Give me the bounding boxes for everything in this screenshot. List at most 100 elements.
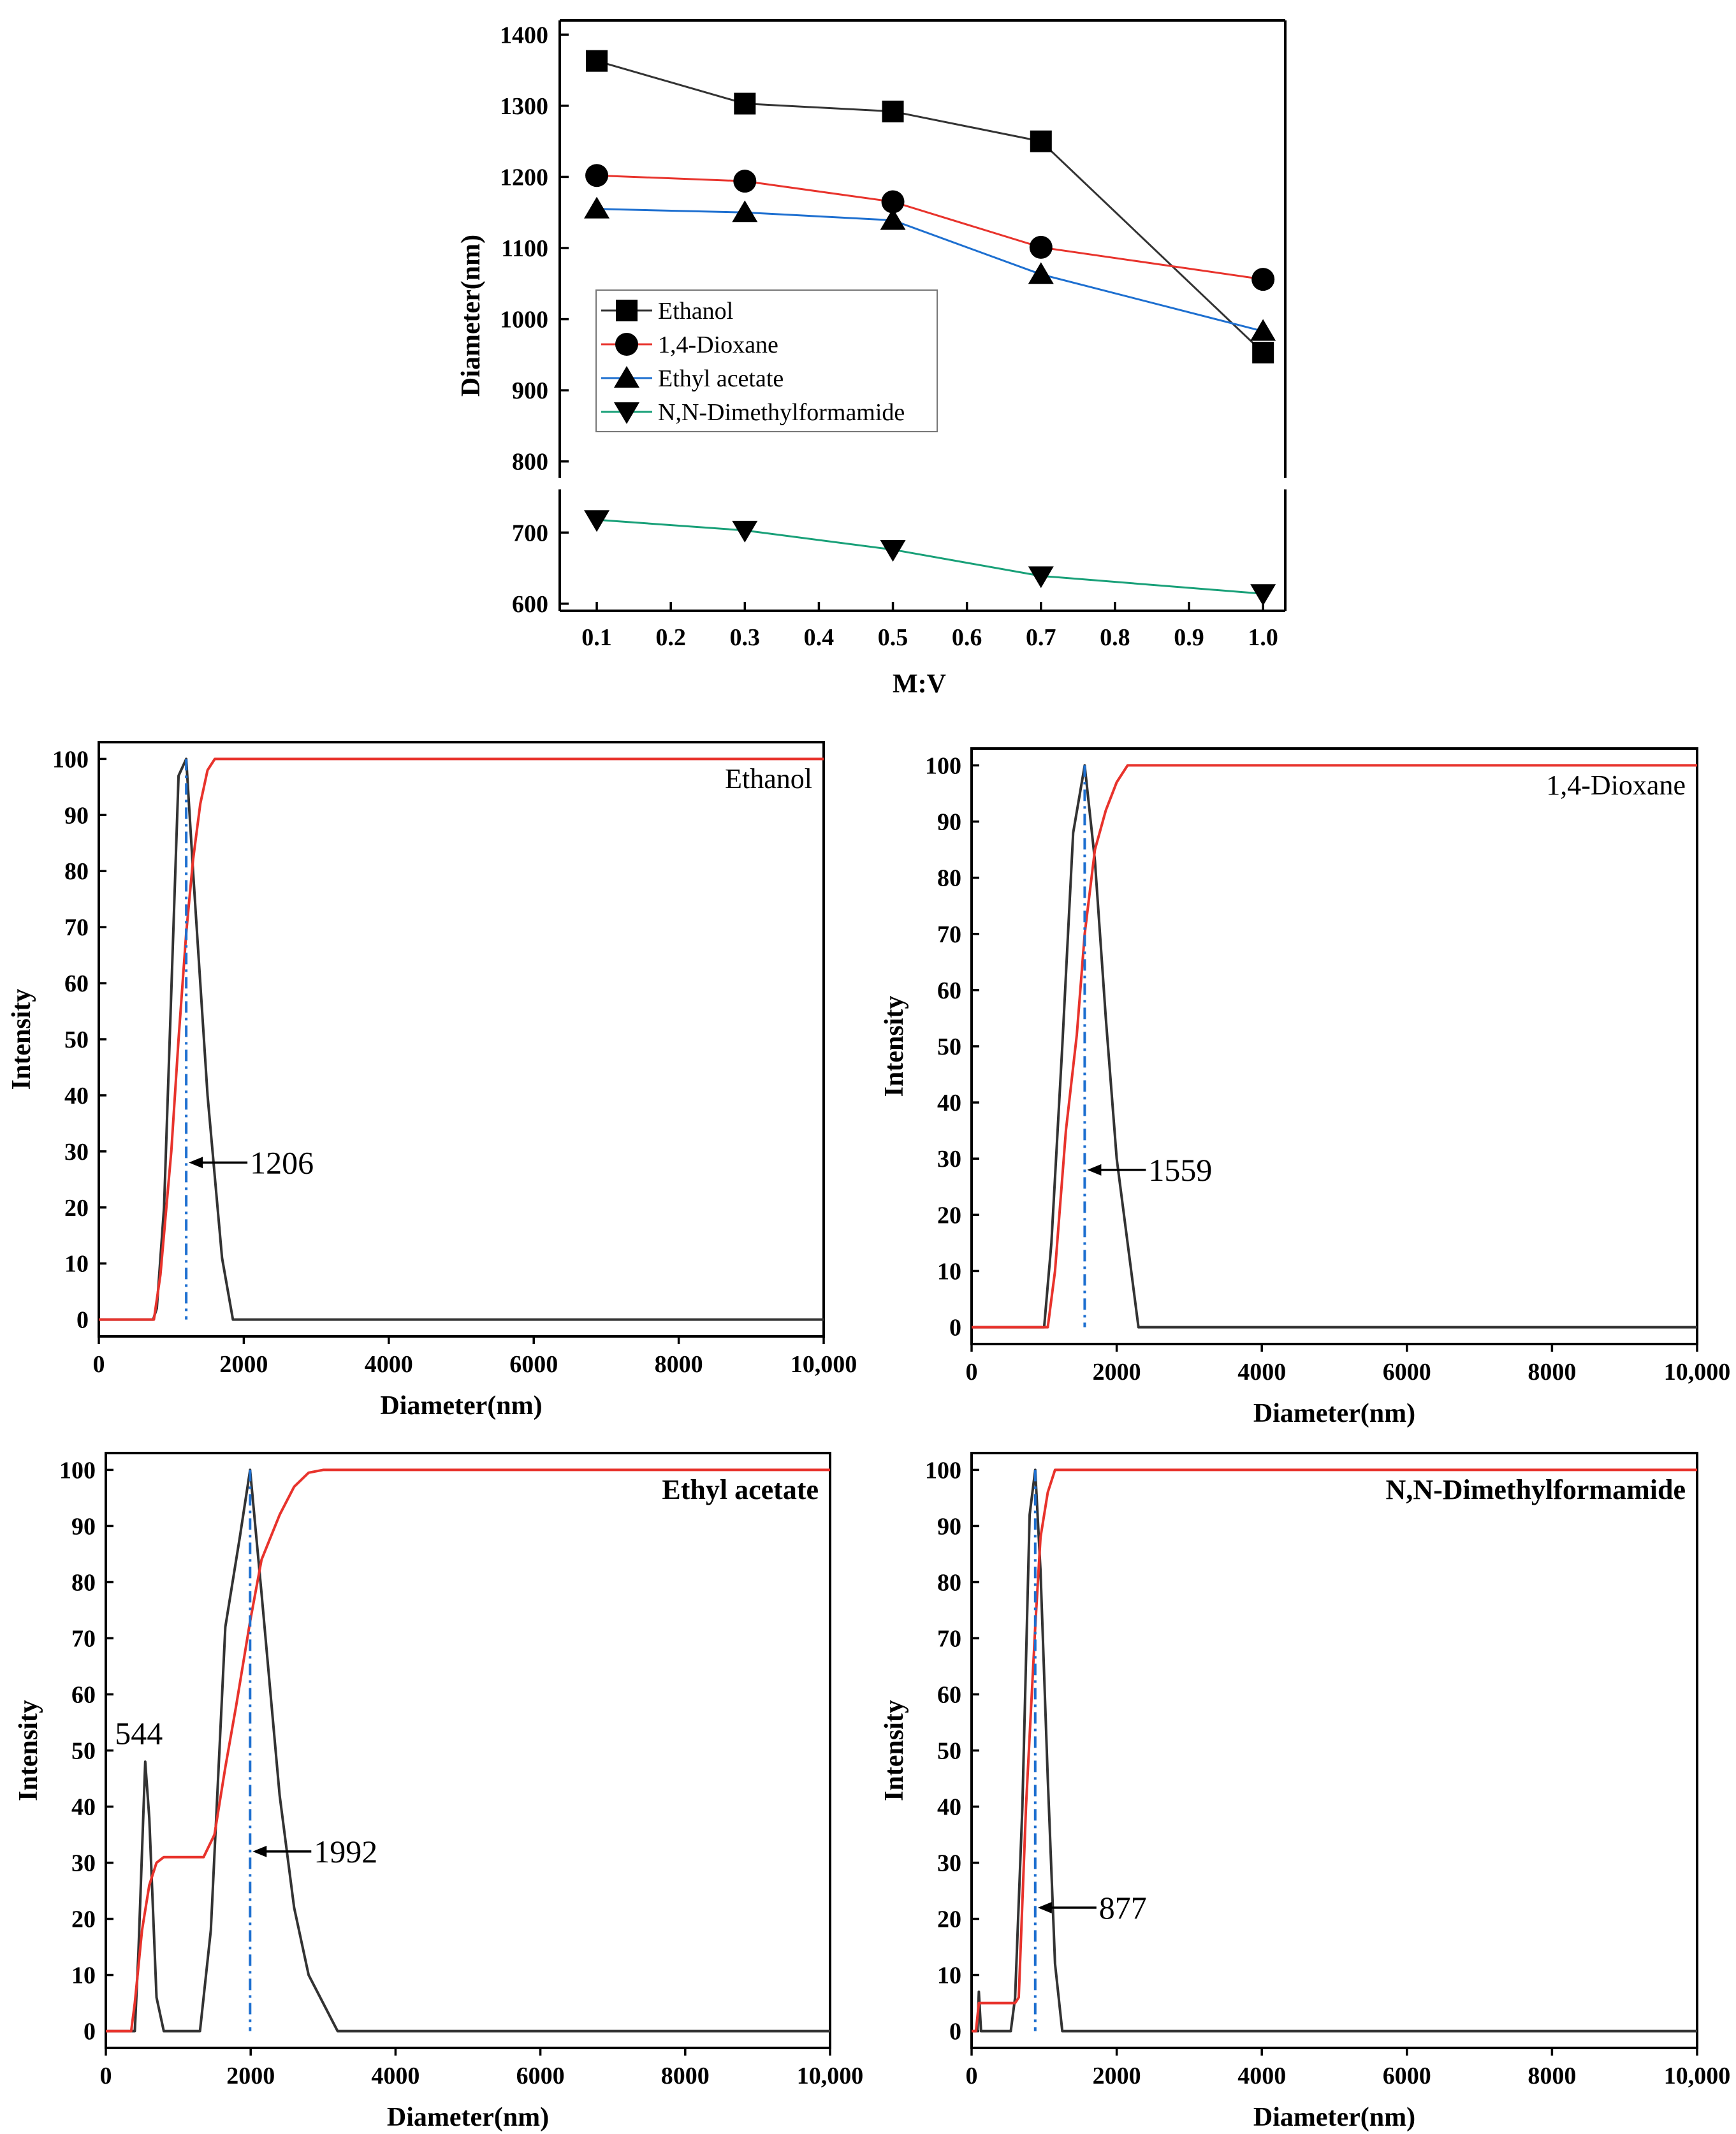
x-tick-label: 8000 [655, 1351, 703, 1378]
data-point [1252, 342, 1274, 364]
y-tick-label: 1300 [500, 93, 548, 120]
x-axis-title: Diameter(nm) [380, 1391, 542, 1421]
y-tick-label: 80 [937, 1569, 961, 1596]
y-tick-label: 600 [512, 591, 548, 618]
legend-marker [615, 333, 638, 356]
cumulative-curve [972, 1468, 1697, 2033]
x-axis-title: M:V [893, 669, 946, 699]
x-tick-label: 4000 [1237, 2063, 1286, 2089]
peak-annotation: 1992 [314, 1834, 377, 1869]
plot-frame [970, 747, 1698, 1345]
x-tick-label: 10,000 [797, 2063, 864, 2089]
distribution-curve [99, 757, 824, 1321]
x-tick-label: 0.9 [1174, 624, 1204, 651]
x-tick-label: 2000 [1093, 2063, 1141, 2089]
y-tick-label: 50 [937, 1738, 961, 1765]
data-point [1030, 130, 1052, 152]
x-tick-label: 0 [100, 2063, 112, 2089]
y-tick-label: 10 [71, 1962, 96, 1989]
data-point [1250, 319, 1276, 341]
x-tick-label: 0.1 [581, 624, 612, 651]
y-tick-label: 30 [64, 1139, 89, 1166]
y-tick-label: 60 [937, 1681, 961, 1708]
x-tick-label: 6000 [1383, 2063, 1431, 2089]
x-tick-label: 10,000 [1664, 2063, 1731, 2089]
y-tick-label: 100 [925, 752, 961, 779]
x-tick-label: 8000 [1528, 1359, 1576, 1385]
y-tick-label: 900 [512, 377, 548, 404]
data-point [732, 520, 758, 543]
y-tick-label: 800 [512, 449, 548, 476]
y-tick-label: 100 [925, 1457, 961, 1484]
cumulative-curve [972, 764, 1697, 1329]
y-tick-label: 60 [64, 970, 89, 997]
x-tick-label: 8000 [661, 2063, 710, 2089]
y-tick-label: 40 [64, 1083, 89, 1109]
y-tick-label: 90 [937, 1513, 961, 1540]
y-tick-label: 40 [937, 1090, 961, 1116]
x-tick-label: 4000 [371, 2063, 419, 2089]
data-point [734, 92, 756, 115]
plot-frame [970, 1452, 1698, 2049]
y-tick-label: 1000 [500, 307, 548, 333]
data-point [1250, 584, 1276, 606]
data-point [882, 100, 904, 122]
y-axis-title: Intensity [7, 989, 36, 1090]
x-tick-label: 10,000 [1664, 1359, 1731, 1385]
y-tick-label: 10 [937, 1258, 961, 1285]
x-tick-label: 2000 [219, 1351, 268, 1378]
series-line-3 [596, 518, 1264, 595]
chart-ethyl-acetate-distribution: 0 10 20 30 40 50 60 70 80 90 100 0 2000 4000 6000 8000 1… [14, 1452, 864, 2132]
y-tick-label: 0 [949, 1315, 961, 1341]
cumulative-curve [106, 1468, 830, 2033]
x-tick-label: 0.2 [655, 624, 686, 651]
peak-annotation: 877 [1099, 1890, 1147, 1926]
y-tick-label: 0 [84, 2019, 96, 2045]
peak-annotation: 1206 [250, 1144, 314, 1180]
y-tick-label: 50 [71, 1738, 96, 1765]
chart-diameter-vs-mv: 600 700 800 900 1000 1100 1200 1300 1400 0.1 0.2 0.… [456, 19, 1287, 699]
legend-label: Ethyl acetate [658, 365, 784, 392]
y-axis-title: Diameter(nm) [456, 235, 486, 397]
y-tick-label: 70 [64, 914, 89, 941]
data-point [584, 196, 610, 219]
y-tick-label: 50 [64, 1027, 89, 1053]
y-axis-title: Intensity [14, 1700, 43, 1801]
chart-dmf-distribution: 0 10 20 30 40 50 60 70 80 90 100 0 2000 4000 6000 8000 1… [880, 1452, 1731, 2132]
y-tick-label: 1200 [500, 164, 548, 191]
y-tick-label: 20 [937, 1906, 961, 1933]
y-tick-label: 700 [512, 520, 548, 546]
x-axis-title: Diameter(nm) [387, 2103, 549, 2132]
annotation-arrow-head [189, 1157, 203, 1169]
panel-title: Ethanol [725, 763, 812, 794]
y-tick-label: 70 [71, 1625, 96, 1652]
y-tick-label: 10 [937, 1962, 961, 1989]
y-tick-label: 90 [71, 1513, 96, 1540]
data-point [880, 540, 906, 562]
data-point [1028, 566, 1054, 588]
x-tick-label: 0 [966, 2063, 978, 2089]
cumulative-curve [99, 757, 824, 1321]
y-tick-label: 20 [71, 1906, 96, 1933]
chart-dioxane-distribution: 0 10 20 30 40 50 60 70 80 90 100 0 2000 4000 6000 8000 1… [880, 747, 1731, 1428]
y-axis-title: Intensity [880, 1700, 909, 1801]
y-tick-label: 90 [937, 809, 961, 836]
y-tick-label: 30 [937, 1850, 961, 1877]
x-axis-title: Diameter(nm) [1253, 1399, 1415, 1428]
annotation-arrow-head [252, 1845, 267, 1857]
x-tick-label: 0.6 [952, 624, 982, 651]
chart-ethanol-distribution: 0 10 20 30 40 50 60 70 80 90 100 0 2000 4000 6000 8000 1… [7, 741, 857, 1421]
data-point [1029, 235, 1053, 259]
x-tick-label: 0 [966, 1359, 978, 1385]
x-tick-label: 1.0 [1248, 624, 1278, 651]
distribution-curve [106, 1468, 830, 2033]
annotation-arrow-head [1087, 1164, 1102, 1176]
y-tick-label: 60 [937, 977, 961, 1004]
data-point [586, 50, 608, 72]
x-tick-label: 4000 [365, 1351, 413, 1378]
plot-frame [105, 1452, 831, 2049]
y-tick-label: 80 [937, 865, 961, 892]
data-point [584, 510, 610, 532]
x-tick-label: 6000 [1383, 1359, 1431, 1385]
y-tick-label: 80 [71, 1569, 96, 1596]
